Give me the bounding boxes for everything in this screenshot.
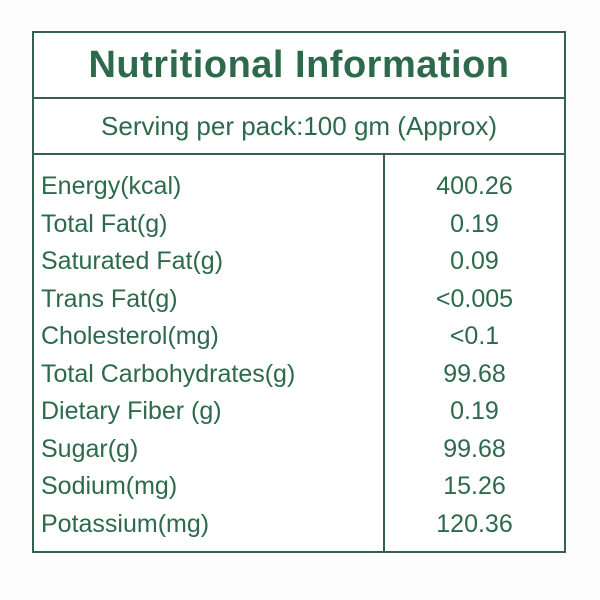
nutrient-label: Potassium(mg) <box>41 509 210 538</box>
table-row: Total Fat(g) 0.19 <box>34 206 564 244</box>
nutrient-label: Cholesterol(mg) <box>41 322 219 351</box>
table-row: Trans Fat(g) <0.005 <box>34 281 564 319</box>
nutrient-value: 99.68 <box>443 359 506 388</box>
nutrient-label: Dietary Fiber (g) <box>41 397 222 426</box>
table-row: Dietary Fiber (g) 0.19 <box>34 393 564 431</box>
page-title: Nutritional Information <box>88 43 510 86</box>
nutrition-rows: Energy(kcal) 400.26 Total Fat(g) 0.19 Satura… <box>34 155 564 551</box>
table-row: Potassium(mg) 120.36 <box>34 506 564 544</box>
table-row: Total Carbohydrates(g) 99.68 <box>34 356 564 394</box>
nutrient-value: <0.005 <box>435 284 514 313</box>
nutrient-value: 15.26 <box>443 472 506 501</box>
nutrient-value: 120.36 <box>436 509 513 538</box>
nutrient-label: Total Carbohydrates(g) <box>41 359 296 388</box>
nutrient-value: 0.09 <box>450 247 499 276</box>
serving-box: Serving per pack:100 gm (Approx) <box>34 99 564 155</box>
nutrient-label: Sodium(mg) <box>41 472 178 501</box>
nutrient-value: 400.26 <box>436 172 513 201</box>
nutrient-label: Total Fat(g) <box>41 209 168 238</box>
table-row: Sodium(mg) 15.26 <box>34 468 564 506</box>
nutrient-value: 99.68 <box>443 434 506 463</box>
table-row: Sugar(g) 99.68 <box>34 431 564 469</box>
nutrient-value: 0.19 <box>450 397 499 426</box>
table-row: Saturated Fat(g) 0.09 <box>34 243 564 281</box>
nutrient-label: Sugar(g) <box>41 434 139 463</box>
nutrient-value: 0.19 <box>450 209 499 238</box>
nutrient-label: Saturated Fat(g) <box>41 247 224 276</box>
column-divider <box>383 155 385 551</box>
table-row: Cholesterol(mg) <0.1 <box>34 318 564 356</box>
nutrition-label-card: Nutritional Information Serving per pack… <box>32 31 566 553</box>
nutrient-label: Trans Fat(g) <box>41 284 178 313</box>
nutrient-value: <0.1 <box>449 322 500 351</box>
title-box: Nutritional Information <box>34 33 564 99</box>
serving-size-text: Serving per pack:100 gm (Approx) <box>101 110 497 141</box>
nutrient-label: Energy(kcal) <box>41 172 182 201</box>
table-row: Energy(kcal) 400.26 <box>34 168 564 206</box>
